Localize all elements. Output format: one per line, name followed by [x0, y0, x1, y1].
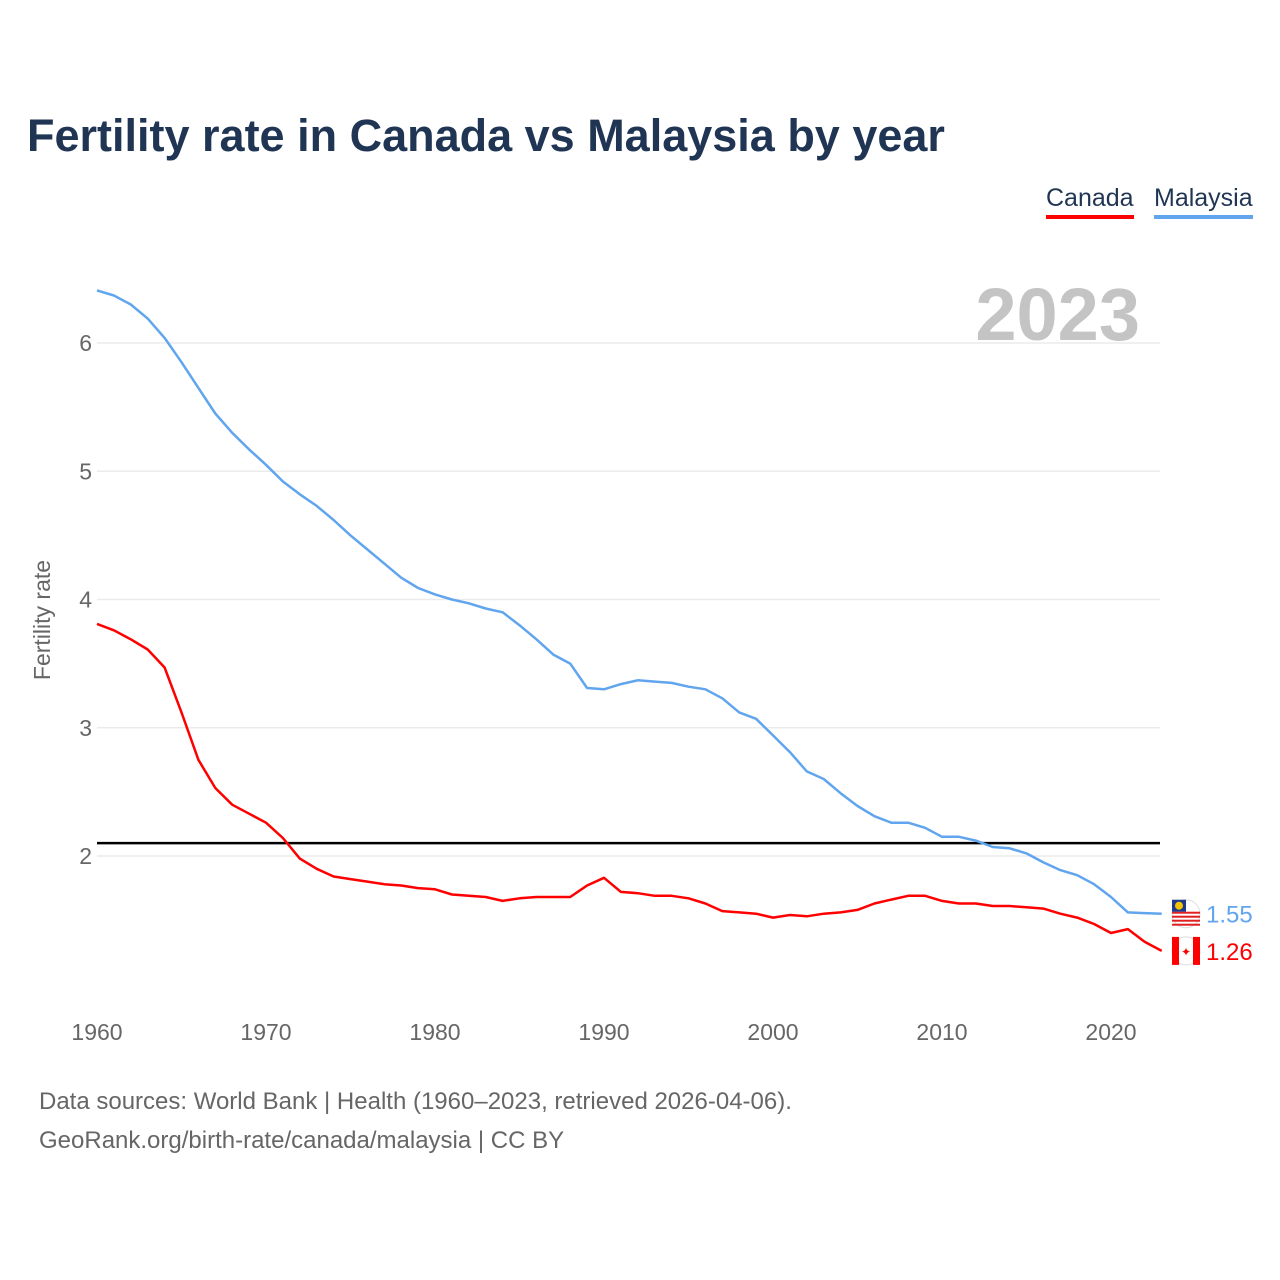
footer-sources: Data sources: World Bank | Health (1960–…	[39, 1088, 792, 1115]
legend-malaysia[interactable]: Malaysia	[1154, 184, 1253, 219]
x-tick-label: 1980	[409, 1019, 460, 1045]
series-line-malaysia	[96, 289, 1162, 915]
x-tick-label: 1960	[71, 1019, 122, 1045]
x-tick-label: 1990	[578, 1019, 629, 1045]
series-line-canada	[96, 622, 1163, 953]
chart-title: Fertility rate in Canada vs Malaysia by …	[27, 110, 945, 161]
y-tick-label: 5	[79, 458, 92, 484]
flag-band	[1193, 936, 1200, 965]
flag-stripe	[1172, 919, 1200, 922]
maple-leaf-icon: ✦	[1181, 945, 1191, 959]
flag-stripe	[1172, 915, 1200, 918]
y-axis-label: Fertility rate	[29, 560, 55, 680]
flag-stripe	[1172, 923, 1200, 926]
year-watermark: 2023	[975, 273, 1140, 356]
flag-stripe	[1172, 911, 1200, 914]
y-tick-label: 2	[79, 843, 92, 869]
y-tick-label: 6	[79, 330, 92, 356]
x-tick-label: 2010	[916, 1019, 967, 1045]
end-value-label-canada: 1.26	[1206, 939, 1253, 966]
x-tick-label: 2020	[1085, 1019, 1136, 1045]
y-tick-label: 3	[79, 715, 92, 741]
x-tick-label: 1970	[240, 1019, 291, 1045]
legend-canada[interactable]: Canada	[1046, 184, 1134, 219]
flag-band	[1172, 936, 1179, 965]
flag-crescent	[1175, 901, 1183, 910]
footer-credit[interactable]: GeoRank.org/birth-rate/canada/malaysia |…	[39, 1127, 565, 1154]
end-value-label-malaysia: 1.55	[1206, 902, 1253, 929]
y-tick-label: 4	[79, 587, 92, 613]
x-tick-label: 2000	[747, 1019, 798, 1045]
